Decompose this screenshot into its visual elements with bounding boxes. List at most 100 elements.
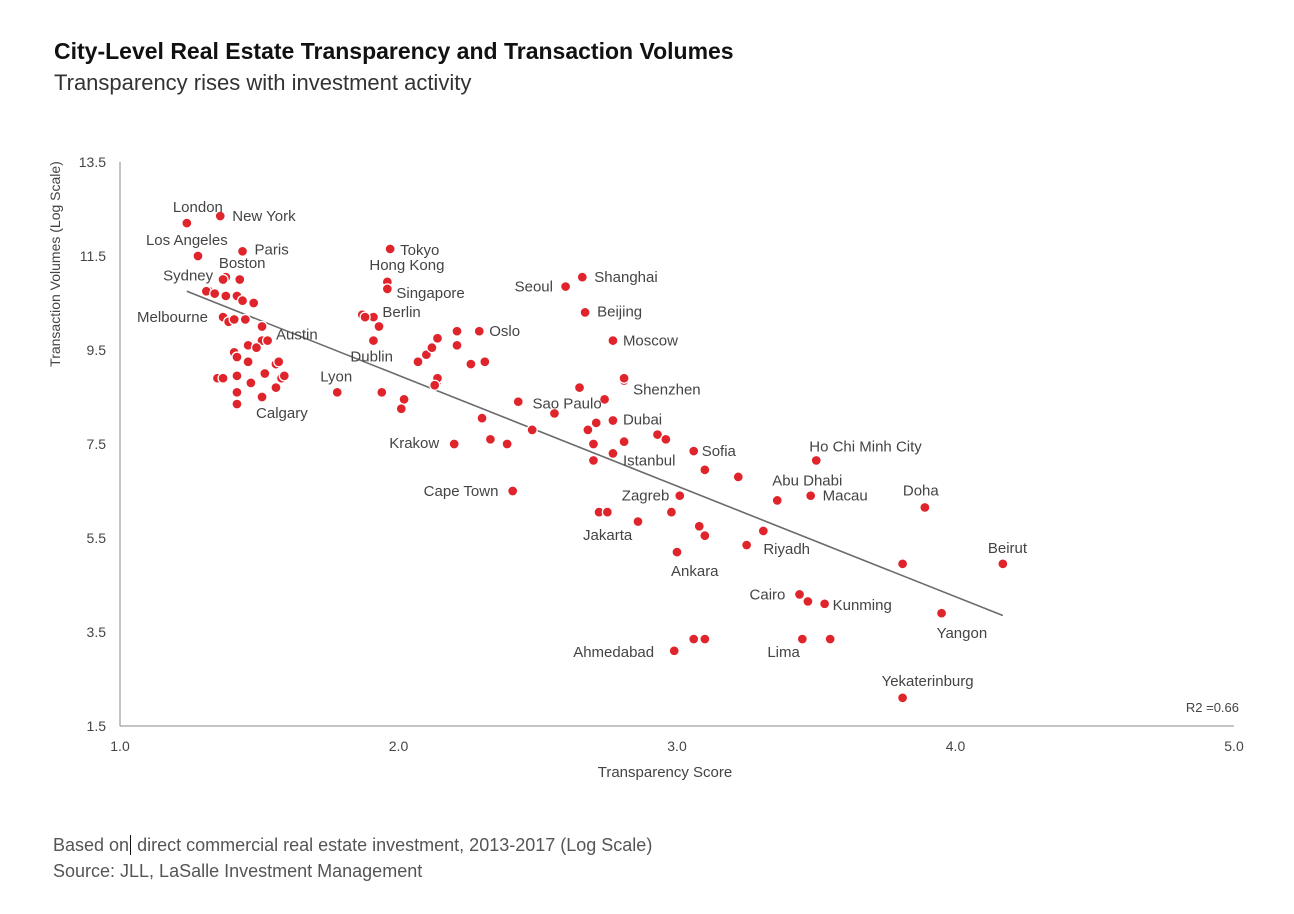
point-label: Ahmedabad [573,644,654,661]
point-label: Krakow [389,435,439,452]
y-axis-label: Transaction Volumes (Log Scale) [47,161,63,367]
x-axis-label: Transparency Score [598,764,733,781]
trendline [186,290,1004,617]
point-beijing [579,306,591,319]
point-dublin [367,334,380,347]
point-label: Sao Paulo [532,395,601,412]
point-label: Tokyo [400,242,439,259]
data-point [479,356,491,368]
data-point [231,370,243,382]
point-label: Berlin [382,304,420,321]
data-points [181,210,1009,704]
r2-label: R2 =0.66 [1186,700,1239,715]
data-point [426,341,438,354]
data-point [618,435,630,448]
point-label: Dubai [623,412,662,429]
data-point [587,454,600,467]
data-point [688,633,700,645]
data-point [248,297,260,309]
point-yangon [935,607,948,619]
point-label: Boston [219,255,266,272]
point-label: Kunming [833,597,892,614]
point-beirut [997,558,1009,570]
point-label: Istanbul [623,452,676,469]
point-label: Shanghai [594,269,657,286]
data-point [261,334,274,347]
point-label: Lima [767,644,800,661]
point-label: Melbourne [137,309,208,326]
point-label: Sofia [702,443,737,460]
footnote: Based on direct commercial real estate i… [53,835,652,856]
point-label: Ho Chi Minh City [809,438,922,455]
point-label: Cape Town [424,483,499,500]
data-point [824,633,836,645]
data-point [239,313,251,326]
point-label: Shenzhen [633,382,701,399]
point-label: Lyon [320,368,352,385]
data-point [429,379,441,391]
text-cursor [130,835,132,855]
point-lima [796,633,808,645]
point-sao-paulo [548,407,561,420]
point-riyadh [757,525,769,537]
data-point [220,290,232,302]
data-point [660,433,672,445]
data-point [270,381,282,394]
data-point [231,386,243,398]
data-point [231,351,243,363]
data-point [651,428,664,441]
y-tick-label: 3.5 [87,624,107,640]
point-ankara [671,546,683,558]
point-label: London [173,199,223,216]
point-krakow [448,438,460,450]
point-oslo [473,325,485,337]
point-istanbul [607,447,619,460]
point-seoul [559,280,572,293]
x-tick-label: 2.0 [389,738,409,754]
data-point [699,464,711,476]
point-cairo [793,588,806,601]
point-label: Paris [255,241,289,258]
data-point [217,372,229,384]
point-los-angeles [192,250,204,262]
point-label: Beirut [988,540,1028,557]
point-doha [919,501,931,514]
data-point [231,398,243,410]
y-tick-label: 1.5 [87,718,107,734]
point-label: New York [232,208,296,225]
point-zagreb [674,490,686,502]
data-point [618,372,630,384]
data-point [273,356,285,368]
point-label: Los Angeles [146,232,228,249]
data-point [598,393,611,406]
point-cape-town [507,485,519,497]
point-label: Beijing [597,303,642,320]
data-point [484,433,497,445]
data-point [601,506,614,518]
footnote-part2: direct commercial real estate investment… [132,835,653,855]
x-tick-label: 1.0 [110,738,130,754]
chart-subtitle: Transparency rises with investment activ… [54,70,472,95]
data-point [228,313,240,326]
y-tick-label: 11.5 [80,248,106,264]
x-tick-label: 4.0 [946,738,966,754]
y-tick-label: 5.5 [87,530,107,546]
point-ahmedabad [668,645,680,657]
data-point [398,393,410,406]
data-point [431,332,444,344]
data-point [412,356,424,368]
point-singapore [381,283,394,295]
data-point [465,358,477,370]
y-tick-label: 13.5 [79,154,106,170]
data-point [278,370,290,382]
data-point [590,417,602,429]
x-tick-label: 3.0 [667,738,687,754]
data-point [802,595,814,608]
data-point [587,438,600,450]
data-point [250,341,263,354]
data-point [699,633,711,645]
data-point [259,367,271,380]
point-label: Cairo [750,586,786,603]
data-point [451,325,463,337]
point-sofia [688,445,700,457]
